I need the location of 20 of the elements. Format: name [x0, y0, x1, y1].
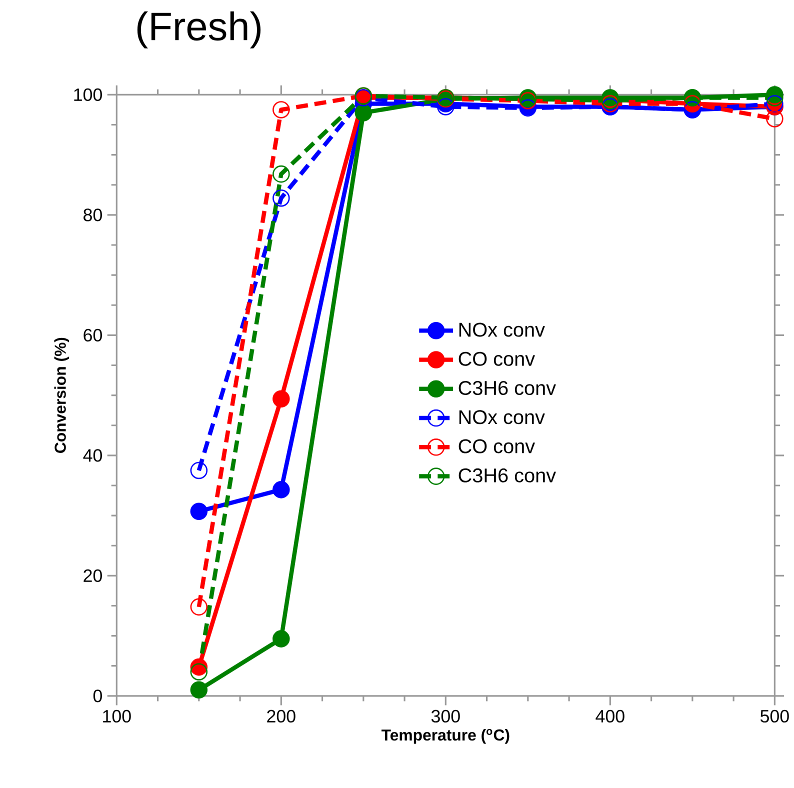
y-tick-label: 100 [74, 88, 102, 102]
legend-label: NOx conv [459, 322, 545, 337]
x-axis-title: Temperature ($^{o}$C) [382, 729, 510, 744]
y-tick-label: 0 [93, 690, 102, 702]
legend-label: NOx conv [459, 410, 545, 424]
y-axis-title: Conversion (%) [54, 338, 70, 454]
legend-label: C3H6 conv [458, 381, 556, 396]
legend-label: C3H6 conv [458, 468, 556, 483]
x-tick-label: 400 [596, 710, 624, 723]
legend-label: CO conv [458, 352, 535, 366]
legend-label: CO conv [458, 439, 535, 454]
y-tick-label: 80 [84, 208, 102, 222]
x-tick-label: 100 [103, 710, 131, 723]
x-tick-label: 500 [760, 710, 789, 723]
y-tick-label: 40 [83, 449, 102, 462]
y-tick-label: 60 [84, 329, 102, 342]
chart-title: (Fresh) [137, 12, 261, 49]
y-tick-label: 20 [84, 570, 102, 582]
x-tick-label: 300 [431, 710, 460, 723]
x-tick-label: 200 [267, 710, 296, 723]
